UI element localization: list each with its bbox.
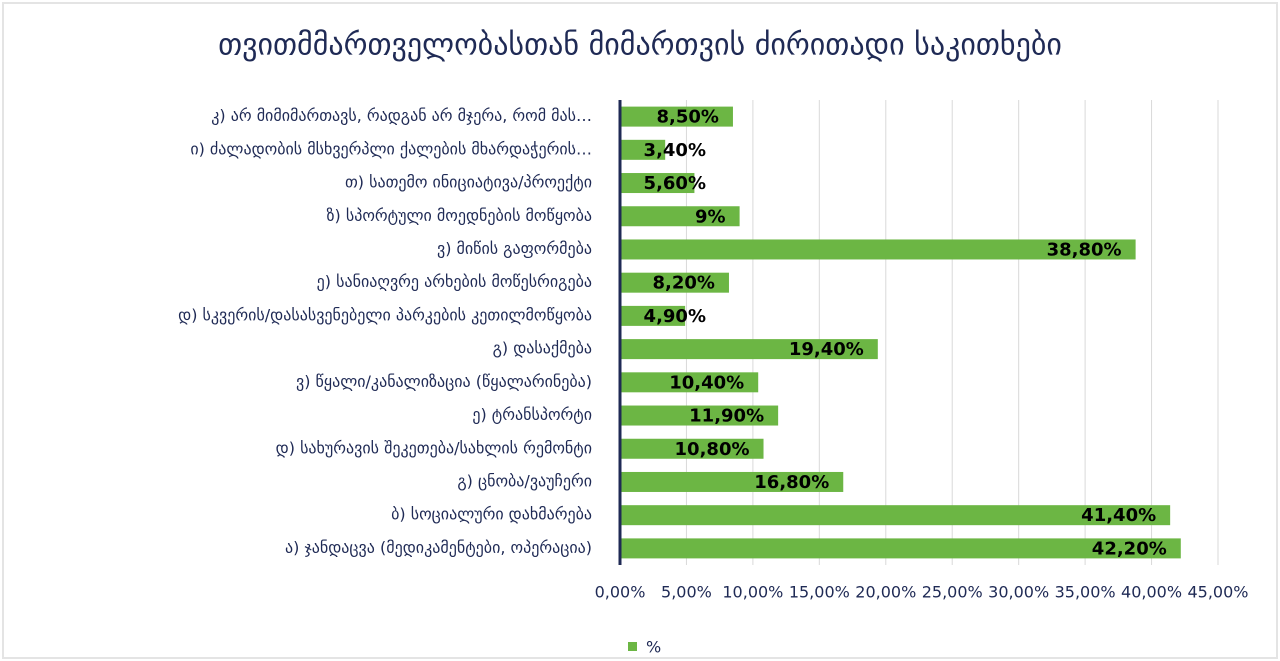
category-label: ა) ჯანდაცვა (მედიკამენტები, ოპერაცია): [285, 538, 592, 557]
bar: [620, 173, 695, 194]
value-label: 16,80%: [754, 472, 829, 493]
legend-swatch: [628, 642, 637, 651]
x-tick-label: 15,00%: [789, 583, 850, 602]
bar: [620, 471, 844, 492]
bar: [620, 139, 666, 160]
value-label: 41,40%: [1081, 505, 1156, 526]
category-label: ზ) სპორტული მოედნების მოწყობა: [327, 206, 592, 225]
category-label: გ) ცნობა/ვაუჩერი: [457, 471, 592, 490]
value-label: 38,80%: [1047, 239, 1122, 260]
value-label: 11,90%: [689, 406, 764, 427]
x-tick-label: 10,00%: [722, 583, 783, 602]
value-label: 5,60%: [644, 173, 706, 194]
value-label: 3,40%: [644, 140, 706, 161]
bar: [620, 305, 686, 326]
x-tick-label: 5,00%: [661, 583, 712, 602]
bar: [620, 239, 1136, 260]
category-label: ვ) წყალი/კანალიზაცია (წყალარინება): [296, 372, 592, 391]
x-tick-label: 0,00%: [595, 583, 646, 602]
x-tick-label: 25,00%: [922, 583, 983, 602]
category-label: დ) სკვერის/დასასვენებელი პარკების კეთილმ…: [178, 305, 592, 324]
value-label: 4,90%: [644, 306, 706, 327]
bar: [620, 339, 878, 360]
x-tick-label: 45,00%: [1187, 583, 1248, 602]
bar: [620, 505, 1171, 526]
category-label: კ) არ მიმიმართავს, რადგან არ მჯერა, რომ …: [211, 106, 592, 125]
value-label: 9%: [695, 206, 726, 227]
category-label: ბ) სოციალური დახმარება: [391, 505, 592, 524]
value-label: 42,20%: [1092, 538, 1167, 559]
category-label: დ) სახურავის შეკეთება/სახლის რემონტი: [276, 438, 592, 457]
chart-title: თვითმმართველობასთან მიმართვის ძირითადი ს…: [218, 28, 1062, 63]
bar: [620, 206, 740, 227]
value-label: 10,40%: [669, 372, 744, 393]
bar: [620, 106, 733, 127]
bar: [620, 372, 759, 393]
x-tick-label: 20,00%: [855, 583, 916, 602]
category-label: ი) ძალადობის მსხვერპლი ქალების მხარდაჭერ…: [190, 139, 592, 158]
x-tick-label: 40,00%: [1121, 583, 1182, 602]
value-label: 8,20%: [653, 273, 715, 294]
bar: [620, 405, 779, 426]
legend-label: %: [646, 638, 661, 657]
category-label: ე) სანიაღვრე არხების მოწესრიგება: [317, 272, 592, 291]
value-label: 8,50%: [657, 107, 719, 128]
category-label: ვ) მიწის გაფორმება: [437, 239, 592, 258]
bar: [620, 438, 764, 459]
category-label: თ) სათემო ინიციატივა/პროექტი: [345, 173, 592, 192]
category-label: ე) ტრანსპორტი: [472, 405, 592, 424]
value-label: 19,40%: [789, 339, 864, 360]
x-tick-label: 35,00%: [1055, 583, 1116, 602]
bar: [620, 272, 729, 293]
x-tick-label: 30,00%: [988, 583, 1049, 602]
category-label: გ) დასაქმება: [493, 339, 592, 358]
bar: [620, 538, 1181, 559]
value-label: 10,80%: [675, 439, 750, 460]
